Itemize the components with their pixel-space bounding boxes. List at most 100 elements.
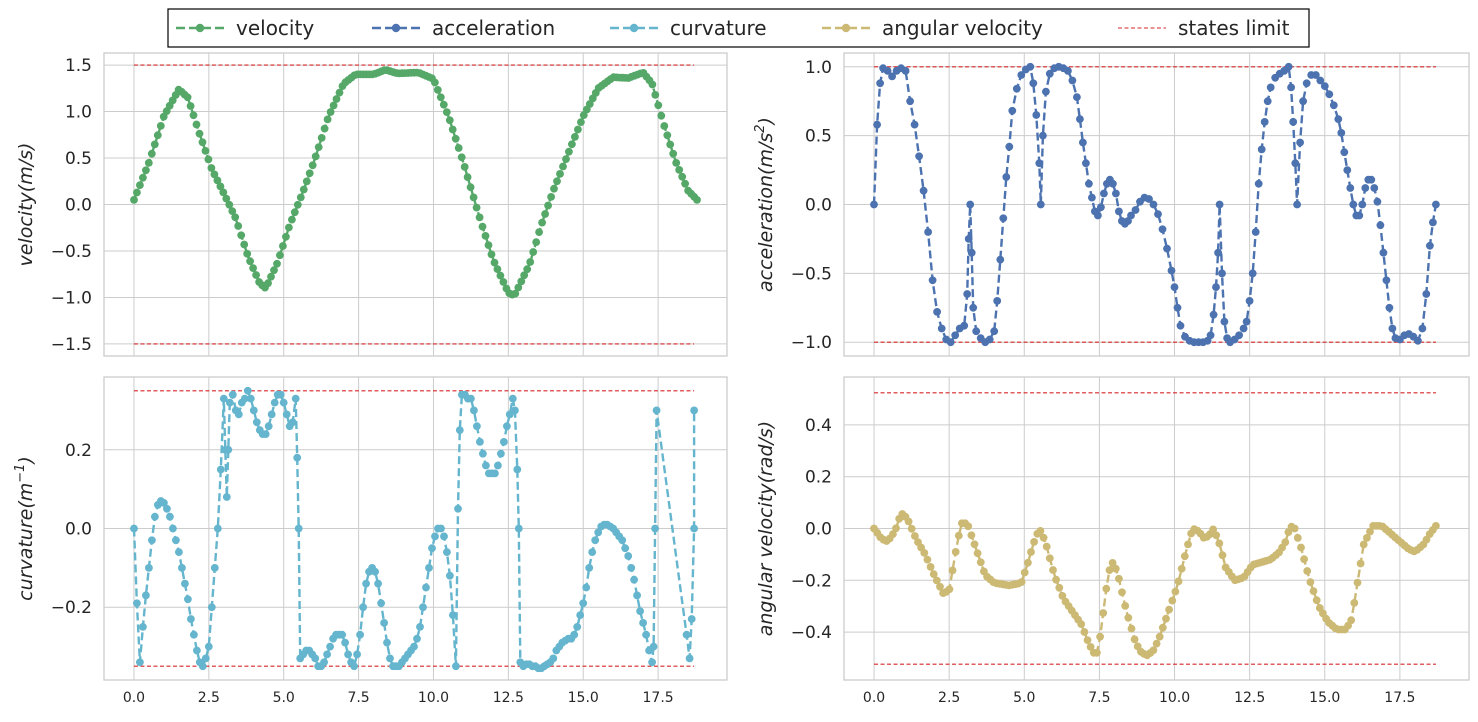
data-point [1020, 568, 1029, 577]
data-point [478, 222, 487, 231]
data-point [514, 283, 523, 292]
data-point [517, 277, 526, 286]
data-point [1111, 564, 1120, 573]
data-point [1083, 636, 1092, 644]
data-point [888, 72, 896, 81]
data-point [960, 321, 969, 330]
data-point [1388, 324, 1397, 333]
data-point [210, 170, 219, 179]
data-point [467, 394, 475, 403]
x-tick-label: 0.0 [863, 690, 885, 706]
data-point [142, 591, 150, 600]
y-axis-label: acceleration(m/s2) [753, 117, 777, 292]
data-point [1429, 218, 1437, 227]
data-point [967, 531, 976, 540]
legend-label: acceleration [432, 16, 555, 40]
data-point [433, 86, 442, 94]
data-point [479, 449, 487, 458]
x-tick-label: 10.0 [1159, 690, 1190, 706]
x-tick-label: 7.5 [1088, 690, 1110, 706]
data-point [1209, 525, 1217, 534]
legend-marker [391, 23, 401, 33]
legend-label: angular velocity [882, 16, 1043, 40]
data-point [183, 93, 192, 102]
data-point [1303, 567, 1312, 575]
data-point [636, 607, 644, 615]
data-point [1036, 200, 1045, 209]
data-point [1245, 297, 1254, 305]
data-point [1426, 241, 1434, 250]
data-point [371, 567, 379, 576]
data-point [1076, 115, 1084, 123]
data-point [198, 138, 207, 147]
data-point [1077, 620, 1086, 628]
data-point [574, 125, 582, 134]
y-tick-label: 1.0 [65, 103, 92, 123]
data-point [249, 264, 257, 272]
data-point [1212, 531, 1221, 540]
data-point [526, 258, 535, 266]
data-point [1042, 542, 1051, 551]
data-point [1108, 559, 1117, 567]
data-point [1045, 69, 1054, 78]
data-point [1320, 82, 1329, 90]
data-point [1218, 551, 1227, 560]
data-point [889, 530, 897, 538]
data-point [559, 162, 567, 171]
data-point [883, 67, 892, 75]
data-point [948, 566, 957, 575]
data-point [1127, 211, 1135, 220]
data-point [570, 630, 579, 639]
data-point [452, 662, 460, 671]
panel-top-left: −1.5 −1.0 −0.5 0.0 0.5 1.0 1.5 velocity(m/s) [15, 52, 728, 357]
data-point [1082, 159, 1090, 168]
data-point [1284, 62, 1293, 71]
data-point [1027, 548, 1035, 556]
data-point [690, 406, 698, 415]
data-point [568, 140, 576, 149]
data-point [145, 564, 153, 572]
x-tick-label: 15.0 [1309, 690, 1340, 706]
data-point [1296, 138, 1304, 147]
data-point [1099, 609, 1108, 617]
data-point [311, 152, 320, 161]
data-point [320, 124, 329, 133]
data-point [362, 579, 370, 588]
data-point [422, 583, 430, 592]
data-point [436, 93, 445, 102]
data-point [1088, 193, 1096, 202]
data-point [926, 563, 935, 571]
y-tick-label: 1.0 [805, 58, 832, 78]
data-point [1329, 101, 1338, 110]
data-point [1337, 129, 1346, 137]
data-point [1291, 159, 1300, 168]
data-point [225, 200, 234, 209]
data-point [1030, 538, 1038, 546]
data-point [273, 259, 281, 268]
data-point [1096, 632, 1104, 641]
data-point [919, 186, 928, 195]
data-point [1162, 614, 1170, 623]
data-point [374, 579, 382, 588]
data-point [1215, 200, 1224, 209]
data-point [290, 208, 299, 217]
y-tick-label: −0.5 [51, 242, 92, 262]
data-point [1260, 118, 1269, 126]
data-point [228, 207, 237, 216]
data-point [252, 418, 261, 427]
y-tick-label: 0.0 [805, 520, 832, 540]
data-point [133, 188, 141, 197]
data-point [639, 619, 647, 627]
data-point [204, 155, 213, 164]
data-point [999, 214, 1008, 223]
data-point [1366, 527, 1374, 536]
data-point [1293, 534, 1302, 542]
data-point [576, 611, 585, 619]
data-point [147, 149, 156, 158]
data-point [1215, 539, 1224, 548]
data-point [508, 394, 517, 403]
data-point [490, 258, 499, 267]
x-tick-label: 2.5 [198, 690, 220, 706]
data-point [156, 122, 165, 130]
data-point [213, 176, 222, 185]
